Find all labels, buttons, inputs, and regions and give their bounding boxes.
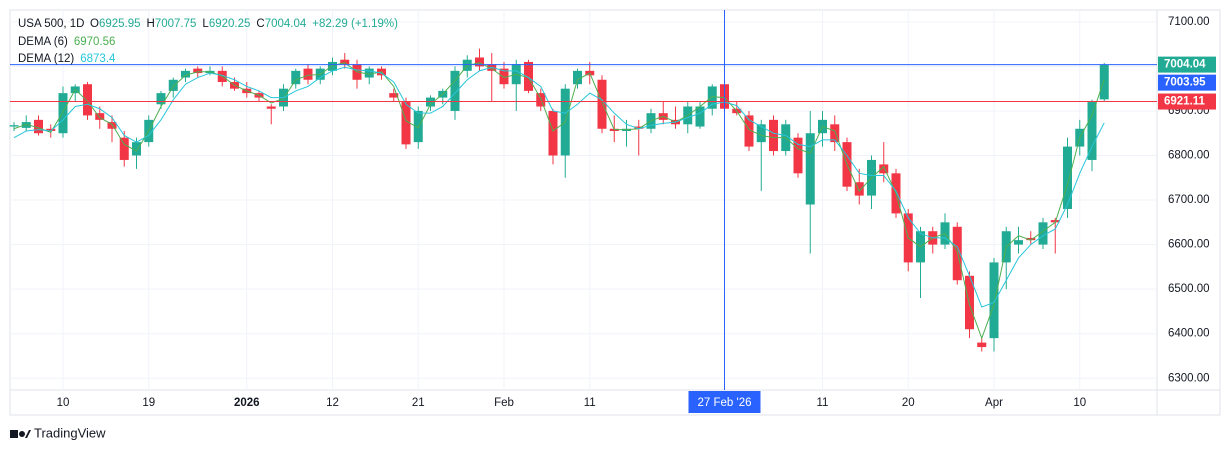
ohlc-value: 6920.25 bbox=[209, 18, 251, 30]
candle-body bbox=[364, 68, 374, 78]
ohlc-value: 7007.75 bbox=[155, 18, 197, 30]
candle-body bbox=[340, 59, 350, 65]
y-tick-label: 6700.00 bbox=[1168, 194, 1210, 206]
candle-body bbox=[21, 122, 31, 128]
y-tick-label: 6600.00 bbox=[1168, 239, 1210, 251]
candle-body bbox=[1087, 102, 1097, 160]
candle-body bbox=[879, 164, 889, 174]
x-tick-label: 12 bbox=[326, 397, 339, 409]
legend-value: 6873.4 bbox=[80, 53, 116, 65]
candle-body bbox=[291, 70, 301, 85]
ohlc-value: 7004.04 bbox=[265, 18, 307, 30]
candle-body bbox=[805, 133, 815, 205]
dema-line bbox=[13, 62, 1105, 340]
brand: TradingView bbox=[34, 425, 106, 440]
x-tick-label: 11 bbox=[817, 397, 829, 409]
candle-body bbox=[34, 119, 43, 134]
candle-body bbox=[793, 137, 803, 174]
candle-body bbox=[597, 79, 607, 129]
x-tick-label: 2026 bbox=[234, 397, 260, 409]
chart-frame bbox=[9, 9, 1221, 416]
candle-body bbox=[95, 113, 105, 120]
x-tick-label: 21 bbox=[412, 397, 425, 409]
candle-body bbox=[46, 128, 56, 131]
legend-name: DEMA (12) bbox=[18, 53, 74, 65]
reference-price-label: 6921.11 bbox=[1164, 96, 1206, 108]
candle-body bbox=[266, 106, 276, 109]
y-tick-label: 6500.00 bbox=[1168, 283, 1210, 295]
crosshair-price-label: 7003.95 bbox=[1164, 77, 1206, 89]
candle-body bbox=[744, 115, 754, 147]
candle-body bbox=[475, 57, 484, 67]
ohlc-key: L bbox=[202, 18, 209, 30]
candle-body bbox=[707, 86, 717, 109]
crosshair-price-label-bg bbox=[1158, 74, 1216, 91]
candle-body bbox=[58, 93, 68, 134]
ohlc-key: O bbox=[90, 18, 99, 30]
last-price-label: 7004.04 bbox=[1164, 59, 1206, 71]
ohlc-key: C bbox=[256, 18, 264, 30]
legend-value: 6970.56 bbox=[74, 36, 116, 48]
candle-body bbox=[181, 70, 190, 78]
candle-body bbox=[769, 119, 778, 152]
candle-body bbox=[1038, 222, 1048, 245]
candle-body bbox=[119, 137, 129, 160]
candle-body bbox=[389, 93, 399, 98]
candle-body bbox=[328, 61, 337, 71]
legend-name: DEMA (6) bbox=[18, 36, 68, 48]
ohlc-value: 6925.95 bbox=[99, 18, 141, 30]
y-tick-label: 6800.00 bbox=[1168, 150, 1210, 162]
candle-body bbox=[193, 68, 203, 74]
x-tick-label: 20 bbox=[902, 397, 915, 409]
candle-body bbox=[83, 84, 92, 116]
dema-line bbox=[13, 66, 1105, 308]
candle-body bbox=[573, 70, 582, 85]
candle-body bbox=[132, 142, 141, 156]
candle-body bbox=[830, 124, 840, 143]
y-tick-label: 6400.00 bbox=[1168, 328, 1210, 340]
candle-body bbox=[450, 70, 460, 111]
candle-body bbox=[168, 79, 178, 91]
x-tick-label: 19 bbox=[142, 397, 155, 409]
candle-body bbox=[695, 106, 705, 127]
x-tick-label: Feb bbox=[494, 397, 514, 409]
candle-body bbox=[524, 61, 533, 91]
x-tick-label: 10 bbox=[57, 397, 70, 409]
candle-body bbox=[107, 122, 117, 129]
candle-body bbox=[854, 182, 864, 196]
candle-body bbox=[989, 262, 999, 339]
candle-body bbox=[499, 68, 509, 85]
candle-body bbox=[1099, 64, 1109, 100]
candle-body bbox=[156, 93, 166, 105]
candle-body bbox=[401, 102, 411, 145]
x-tick-label: Apr bbox=[985, 397, 1003, 409]
ohlc-key: H bbox=[147, 18, 155, 30]
brand-logo bbox=[10, 430, 31, 438]
last-price-label-bg bbox=[1158, 56, 1216, 73]
candle-body bbox=[548, 110, 558, 156]
x-tick-label: 11 bbox=[584, 397, 596, 409]
reference-price-label-bg bbox=[1158, 93, 1216, 110]
crosshair-date: 27 Feb '26 bbox=[698, 397, 752, 409]
y-tick-label: 7100.00 bbox=[1168, 16, 1210, 28]
candle-body bbox=[634, 126, 644, 129]
symbol: USA 500, 1D bbox=[18, 18, 84, 30]
candle-body bbox=[1026, 237, 1036, 241]
candle-body bbox=[977, 342, 987, 348]
y-tick-label: 6300.00 bbox=[1168, 372, 1210, 384]
ohlc-change: +82.29 (+1.19%) bbox=[312, 18, 398, 30]
candle-body bbox=[1014, 240, 1023, 245]
crosshair-date-bg bbox=[688, 391, 761, 413]
candle-body bbox=[1063, 146, 1072, 209]
candle-body bbox=[303, 68, 313, 80]
candle-body bbox=[413, 110, 423, 143]
candle-body bbox=[756, 124, 766, 143]
candle-body bbox=[9, 125, 19, 127]
x-tick-label: 10 bbox=[1073, 397, 1086, 409]
